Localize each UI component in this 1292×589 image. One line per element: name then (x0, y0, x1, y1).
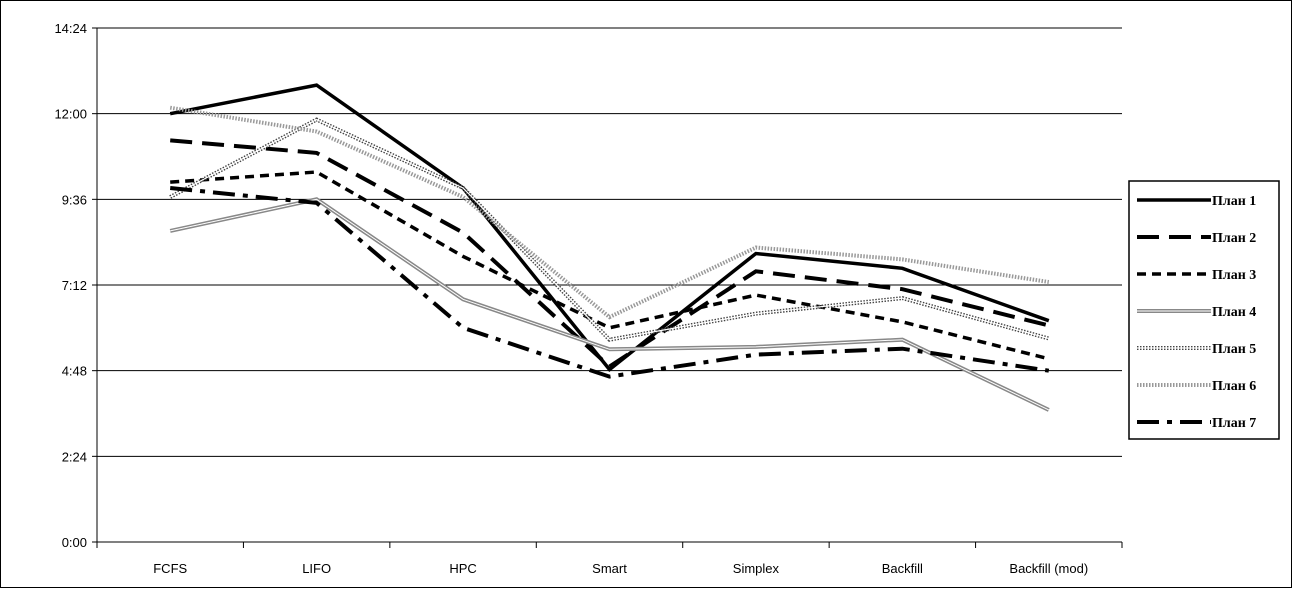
x-tick-label: LIFO (302, 561, 331, 576)
x-tick-label: Smart (592, 561, 627, 576)
y-tick-label: 7:12 (62, 278, 87, 293)
y-tick-label: 9:36 (62, 192, 87, 207)
series-line-stroke (169, 83, 1050, 372)
series-line (169, 105, 1050, 320)
legend-label: План 7 (1212, 416, 1256, 431)
legend-label: План 2 (1212, 231, 1256, 246)
y-tick-label: 0:00 (62, 535, 87, 550)
y-tick-label: 4:48 (62, 364, 87, 379)
series-line-stroke (170, 138, 1050, 370)
series-line-stroke (169, 105, 1050, 320)
series-line (169, 83, 1050, 372)
series-line-stroke (169, 186, 1050, 379)
series-line (169, 117, 1050, 342)
x-tick-label: Simplex (733, 561, 780, 576)
legend-label: План 1 (1212, 194, 1256, 209)
series-lines (169, 83, 1050, 412)
x-tick-label: Backfill (882, 561, 923, 576)
series-line (169, 186, 1050, 379)
legend-label: План 4 (1212, 305, 1256, 320)
x-tick-label: HPC (449, 561, 476, 576)
y-tick-label: 2:24 (62, 449, 87, 464)
series-line (170, 138, 1050, 370)
legend: План 1 План 2 План 3 План 4 План 5 План 6 План… (1128, 180, 1280, 440)
legend-label: План 5 (1212, 342, 1256, 357)
axes: 0:00 2:24 4:48 7:12 9:36 12:00 14:24 FCFS LIFO HP… (54, 21, 1123, 576)
x-tick-label: Backfill (mod) (1009, 561, 1088, 576)
legend-label: План 3 (1212, 268, 1256, 283)
series-line (169, 197, 1050, 412)
gridlines (97, 27, 1122, 457)
x-tick-label: FCFS (153, 561, 187, 576)
series-line-stroke (169, 118, 1049, 341)
legend-label: План 6 (1212, 379, 1256, 394)
y-tick-label: 14:24 (54, 21, 87, 36)
y-tick-label: 12:00 (54, 107, 87, 122)
series-line-stroke (170, 198, 1050, 411)
